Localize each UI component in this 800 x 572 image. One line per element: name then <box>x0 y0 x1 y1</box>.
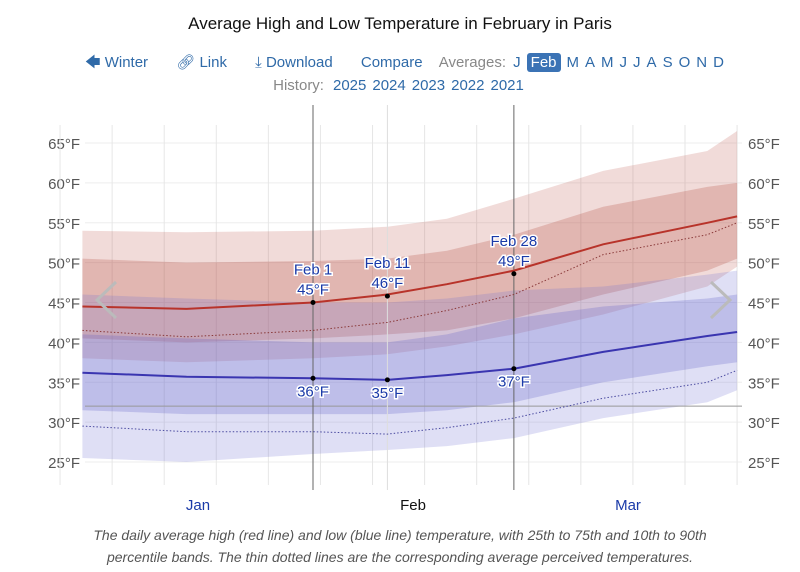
series-high <box>82 215 738 310</box>
month-4[interactable]: M <box>601 54 614 71</box>
y-tick-label-right: 45°F <box>748 296 780 313</box>
download-icon: ⤓ <box>255 54 262 71</box>
y-tick-label-right: 60°F <box>748 176 780 193</box>
history-year-2021[interactable]: 2021 <box>490 77 524 94</box>
caption-line-2: percentile bands. The thin dotted lines … <box>106 549 694 565</box>
month-9[interactable]: O <box>678 54 691 71</box>
y-tick-label-left: 40°F <box>48 335 80 352</box>
month-selector: J Feb M A M J J A S O N D <box>510 53 727 72</box>
month-8[interactable]: S <box>662 54 673 71</box>
download-button[interactable]: ⤓ Download <box>255 54 333 71</box>
compare-link[interactable]: Compare <box>360 54 423 71</box>
history-year-2022[interactable]: 2022 <box>451 77 485 94</box>
winter-link[interactable]: 🡄 Winter <box>85 52 148 77</box>
x-label-mar[interactable]: Mar <box>615 497 641 514</box>
y-tick-label-right: 30°F <box>748 415 780 432</box>
month-0[interactable]: J <box>513 54 521 71</box>
band-low_p25_p75 <box>82 294 738 415</box>
annotation-low: 36°F <box>297 383 329 400</box>
month-11[interactable]: D <box>713 54 724 71</box>
chart-caption: The daily average high (red line) and lo… <box>20 524 780 568</box>
link-icon: 🔗︎ <box>176 54 196 71</box>
nav-bar: 🡄 Winter 🔗︎ Link ⤓ Download Compare Aver… <box>0 52 800 77</box>
chevron-left-icon[interactable] <box>94 280 118 320</box>
y-tick-label-left: 50°F <box>48 256 80 273</box>
month-2[interactable]: M <box>566 54 580 71</box>
x-label-jan[interactable]: Jan <box>186 497 210 514</box>
annotation-low: 37°F <box>498 374 530 391</box>
annotation-low: 35°F <box>371 385 403 402</box>
y-tick-label-left: 30°F <box>48 415 80 432</box>
y-tick-label-left: 60°F <box>48 176 80 193</box>
month-1[interactable]: Feb <box>526 53 561 72</box>
y-tick-label-right: 40°F <box>748 335 780 352</box>
link-label: Link <box>199 54 227 71</box>
series-low_perceived <box>82 369 738 435</box>
x-label-feb: Feb <box>400 497 426 514</box>
y-tick-label-right: 55°F <box>748 216 780 233</box>
y-tick-label-left: 35°F <box>48 375 80 392</box>
low-point <box>310 375 316 381</box>
high-point <box>310 300 316 305</box>
caption-line-1: The daily average high (red line) and lo… <box>93 527 707 543</box>
y-tick-label-right: 25°F <box>748 455 780 472</box>
annotation-date: Feb 11 <box>365 255 411 272</box>
annotation-high: 46°F <box>371 275 403 292</box>
low-point <box>511 366 517 372</box>
y-tick-label-right: 65°F <box>748 136 780 153</box>
averages-label: Averages: <box>438 54 506 71</box>
month-5[interactable]: J <box>619 54 628 71</box>
month-7[interactable]: A <box>646 54 657 71</box>
history-year-2024[interactable]: 2024 <box>372 77 406 94</box>
y-tick-label-left: 45°F <box>48 296 80 313</box>
link-button[interactable]: 🔗︎ Link <box>176 53 227 71</box>
annotation-date: Feb 1 <box>294 262 332 279</box>
low-point <box>384 377 390 383</box>
y-tick-label-left: 25°F <box>48 455 80 472</box>
band-low_p10_p90 <box>82 270 738 462</box>
y-tick-label-right: 50°F <box>748 256 780 273</box>
band-high_p10_p90 <box>82 131 738 363</box>
band-high_p25_p75 <box>82 182 738 343</box>
history-year-2025[interactable]: 2025 <box>332 77 367 94</box>
history-bar: History: 2025 2024 2023 2022 2021 <box>0 77 800 94</box>
month-3[interactable]: A <box>585 54 596 71</box>
y-tick-label-right: 35°F <box>748 375 780 392</box>
winter-label: Winter <box>104 54 149 71</box>
y-tick-label-left: 65°F <box>48 136 80 153</box>
high-point <box>384 293 390 299</box>
month-10[interactable]: N <box>696 54 708 71</box>
arrow-left-icon: 🡄 <box>85 54 101 71</box>
high-point <box>511 271 517 277</box>
download-label: Download <box>265 54 333 71</box>
month-6[interactable]: J <box>633 54 641 71</box>
chart-title: Average High and Low Temperature in Febr… <box>188 14 612 33</box>
history-label: History: <box>273 77 324 94</box>
annotation-date: Feb 28 <box>491 233 538 250</box>
annotation-high: 49°F <box>498 253 530 270</box>
chevron-right-icon[interactable] <box>709 280 733 320</box>
annotation-high: 45°F <box>297 282 329 299</box>
temperature-chart: 25°F 25°F 30°F 30°F 35°F 35°F 40°F 40°F 45°F 45°F… <box>48 105 780 514</box>
y-tick-label-left: 55°F <box>48 216 80 233</box>
series-low <box>82 331 738 381</box>
history-year-2023[interactable]: 2023 <box>411 77 446 94</box>
